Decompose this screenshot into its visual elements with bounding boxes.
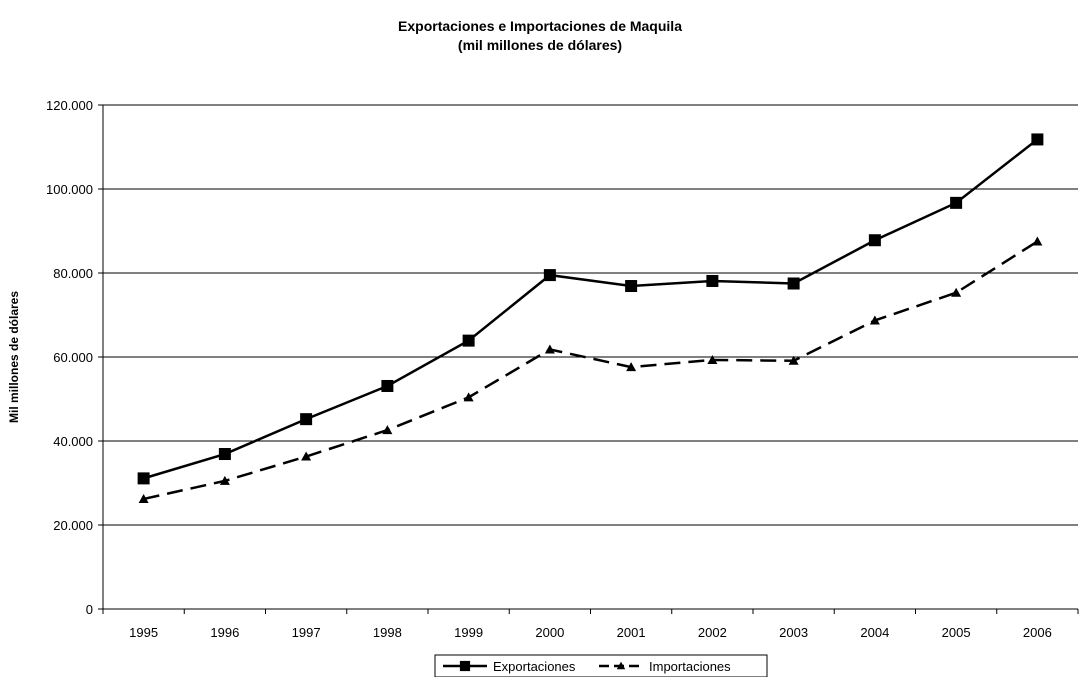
y-tick-label: 40.000 xyxy=(53,434,93,449)
square-marker xyxy=(1031,133,1044,146)
triangle-marker xyxy=(788,355,799,365)
x-tick-label: 1999 xyxy=(454,625,483,640)
square-marker xyxy=(868,234,881,247)
x-tick-label: 2006 xyxy=(1023,625,1052,640)
series-importaciones xyxy=(138,236,1043,503)
y-axis-ticks: 0 20.000 40.000 60.000 80.000 100.000 120.000 xyxy=(46,98,103,617)
triangle-marker xyxy=(707,354,718,364)
square-marker xyxy=(381,379,394,392)
triangle-marker xyxy=(301,451,312,461)
exportaciones-line xyxy=(143,138,1039,480)
legend-triangle-marker xyxy=(616,661,626,670)
triangle-marker xyxy=(951,287,962,297)
triangle-marker xyxy=(1032,236,1043,246)
series-group xyxy=(137,133,1044,503)
square-marker xyxy=(706,274,719,287)
triangle-marker xyxy=(544,344,555,354)
x-tick-label: 2005 xyxy=(942,625,971,640)
triangle-marker xyxy=(219,475,230,485)
triangle-marker xyxy=(463,392,474,402)
x-tick-label: 2001 xyxy=(617,625,646,640)
x-tick-label: 1998 xyxy=(373,625,402,640)
triangle-marker xyxy=(626,362,637,372)
legend-square-marker xyxy=(459,660,471,672)
y-tick-label: 100.000 xyxy=(46,182,93,197)
square-marker xyxy=(950,196,963,209)
square-marker xyxy=(300,413,313,426)
x-tick-label: 2000 xyxy=(535,625,564,640)
y-tick-label: 60.000 xyxy=(53,350,93,365)
square-marker xyxy=(137,472,150,485)
legend-label: Importaciones xyxy=(649,659,731,674)
x-tick-label: 1997 xyxy=(292,625,321,640)
triangle-marker xyxy=(869,315,880,325)
square-marker xyxy=(787,277,800,290)
series-exportaciones xyxy=(137,133,1044,485)
triangle-marker xyxy=(382,425,393,435)
y-tick-label: 120.000 xyxy=(46,98,93,113)
square-marker xyxy=(625,280,638,293)
triangle-marker xyxy=(138,493,149,503)
chart-subtitle: (mil millones de dólares) xyxy=(458,37,622,53)
legend: Exportaciones Importaciones xyxy=(434,654,768,677)
importaciones-line xyxy=(143,240,1039,501)
x-tick-label: 1996 xyxy=(210,625,239,640)
legend-label: Exportaciones xyxy=(493,659,576,674)
square-marker xyxy=(218,448,231,461)
chart-title: Exportaciones e Importaciones de Maquila xyxy=(398,18,682,34)
y-tick-label: 0 xyxy=(86,602,93,617)
x-axis-ticks: 1995 1996 1997 1998 1999 2000 2001 2002 2003 2004… xyxy=(102,609,1079,640)
square-marker xyxy=(543,269,556,282)
y-axis-label: Mil millones de dólares xyxy=(7,291,21,423)
square-marker xyxy=(462,334,475,347)
x-tick-label: 2004 xyxy=(860,625,889,640)
y-tick-label: 20.000 xyxy=(53,518,93,533)
x-tick-label: 1995 xyxy=(129,625,158,640)
y-tick-label: 80.000 xyxy=(53,266,93,281)
x-tick-label: 2002 xyxy=(698,625,727,640)
x-tick-label: 2003 xyxy=(779,625,808,640)
gridlines xyxy=(103,104,1078,526)
